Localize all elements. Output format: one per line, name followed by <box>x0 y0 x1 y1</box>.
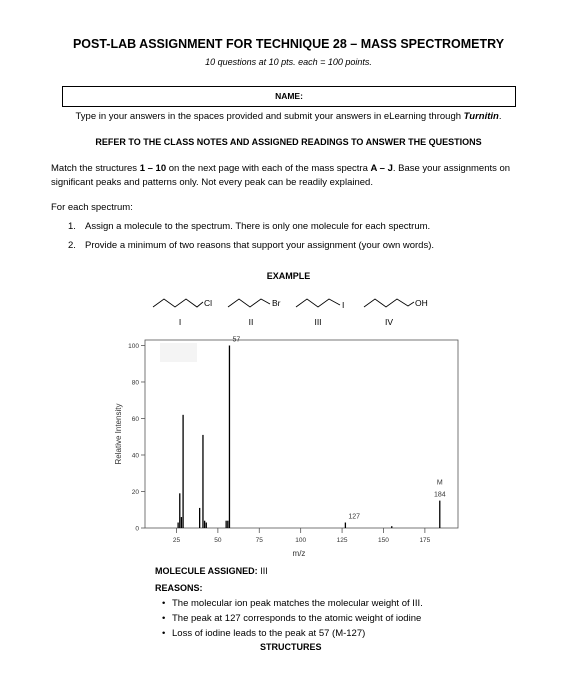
bullet: • <box>162 628 166 639</box>
y-tick-label: 40 <box>132 452 140 459</box>
structures <box>152 298 415 308</box>
peak-label: 184 <box>434 492 446 499</box>
assigned-label: MOLECULE ASSIGNED: <box>155 566 258 576</box>
x-tick-label: 175 <box>419 537 430 544</box>
plot-frame <box>144 339 459 529</box>
spectrum: Relative Intensity m/z 0 20 40 60 80 100 25 50 7… <box>114 336 459 558</box>
x-tick-label: 50 <box>214 537 222 544</box>
bond-chain <box>295 298 341 308</box>
subtitle: 10 questions at 10 pts. each = 100 point… <box>205 57 372 67</box>
text: Match the structures <box>51 163 140 174</box>
y-tick-label: 100 <box>128 343 139 350</box>
submit-text: Type in your answers in the spaces provi… <box>75 111 464 122</box>
bond-chain <box>363 298 415 308</box>
numeral: IV <box>385 317 393 327</box>
x-tick-label: 25 <box>173 537 181 544</box>
text-bold: 1 – 10 <box>139 163 167 174</box>
molecular-ion-label: M <box>437 480 443 487</box>
numeral: II <box>249 317 254 327</box>
peak-label: 57 <box>232 336 240 343</box>
bullet: • <box>162 598 166 609</box>
assigned-value: III <box>260 566 268 576</box>
peak-label: 127 <box>348 514 360 521</box>
legend-patch <box>160 343 197 362</box>
text: . Base your assignments on significant p… <box>51 163 511 188</box>
y-tick-label: 0 <box>135 526 139 533</box>
name-box: NAME: <box>62 86 516 107</box>
text-bold: A – J <box>370 163 393 174</box>
submit-end: . <box>498 111 502 122</box>
turnitin: Turnitin <box>463 111 499 122</box>
bond-chain <box>227 298 271 308</box>
reason: The molecular ion peak matches the molec… <box>172 598 423 609</box>
atom: Br <box>272 298 281 308</box>
atom-labels: Cl Br I OH I II III IV <box>179 298 428 327</box>
footer: STRUCTURES <box>260 642 322 652</box>
y-tick-label: 20 <box>132 489 140 496</box>
example-heading: EXAMPLE <box>266 271 311 281</box>
x-tick-label: 75 <box>256 537 264 544</box>
step-number: 2. <box>68 240 76 251</box>
step-text: Provide a minimum of two reasons that su… <box>85 240 435 251</box>
step-number: 1. <box>68 221 76 232</box>
title: POST-LAB ASSIGNMENT FOR TECHNIQUE 28 – M… <box>72 37 505 51</box>
atom: Cl <box>204 298 212 308</box>
numeral: III <box>314 317 321 327</box>
x-axis-label: m/z <box>293 549 306 558</box>
y-axis-label: Relative Intensity <box>114 404 123 465</box>
assigned: MOLECULE ASSIGNED: III <box>155 566 268 576</box>
reason: The peak at 127 corresponds to the atomi… <box>172 613 422 624</box>
reasons-label: REASONS: <box>155 583 203 593</box>
reason: Loss of iodine leads to the peak at 57 (… <box>172 628 366 639</box>
name-label: NAME: <box>275 91 303 101</box>
y-tick-label: 60 <box>132 416 140 423</box>
atom: OH <box>415 298 428 308</box>
notice: REFER TO THE CLASS NOTES AND ASSIGNED RE… <box>95 137 482 147</box>
bullet: • <box>162 613 166 624</box>
bond-chain <box>152 298 204 308</box>
x-tick-label: 125 <box>337 537 348 544</box>
x-tick-label: 100 <box>295 537 306 544</box>
numeral: I <box>179 317 181 327</box>
atom: I <box>342 300 344 310</box>
x-tick-label: 150 <box>378 537 389 544</box>
submit-line: Type in your answers in the spaces provi… <box>0 111 577 122</box>
y-tick-label: 80 <box>132 379 140 386</box>
match-text: Match the structures 1 – 10 on the next … <box>51 162 526 190</box>
for-each: For each spectrum: <box>51 202 133 213</box>
text: on the next page with each of the mass s… <box>166 163 371 174</box>
step-text: Assign a molecule to the spectrum. There… <box>85 221 431 232</box>
